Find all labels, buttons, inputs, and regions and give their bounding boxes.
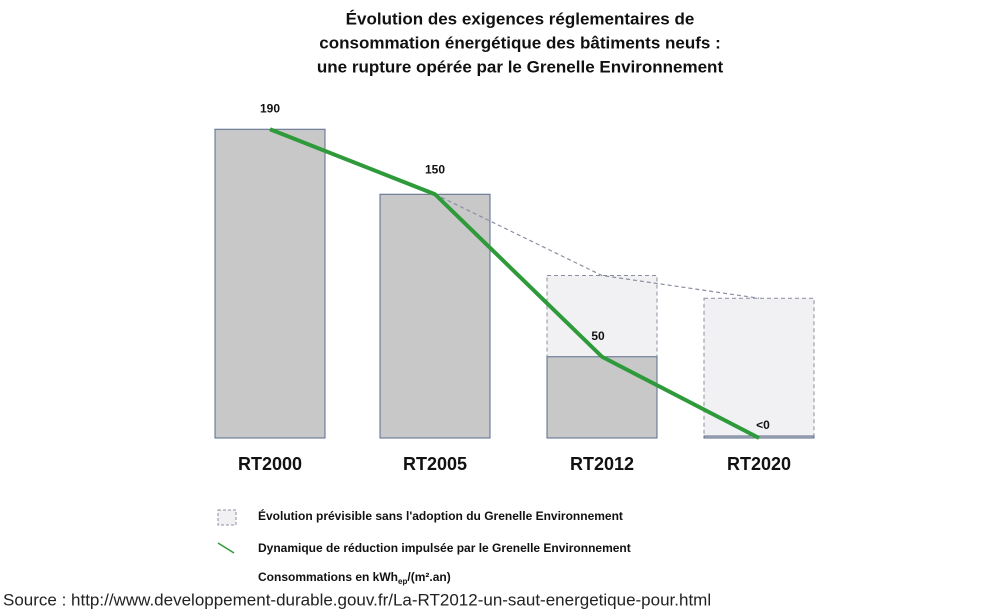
projection-line (434, 193, 760, 299)
x-tick-label: RT2012 (570, 454, 634, 474)
value-label: 50 (591, 329, 605, 343)
legend-swatch (217, 542, 235, 554)
legend-label: Dynamique de réduction impulsée par le G… (258, 541, 631, 555)
projected-box (703, 297, 815, 439)
bar (546, 356, 658, 439)
value-label: 150 (425, 162, 445, 176)
x-tick-label: RT2020 (727, 454, 791, 474)
legend-swatch (217, 509, 237, 526)
x-tick-label: RT2005 (403, 454, 467, 474)
bar (214, 128, 326, 439)
value-label: 190 (260, 101, 280, 115)
reduction-line (269, 127, 760, 440)
chart-title: Évolution des exigences réglementaires d… (346, 9, 695, 28)
legend-label: Évolution prévisible sans l'adoption du … (258, 508, 623, 523)
unit-subscript: ep (398, 577, 407, 586)
chart-title: consommation énergétique des bâtiments n… (319, 33, 720, 52)
chart-title: une rupture opérée par le Grenelle Envir… (317, 57, 724, 76)
unit-text: Consommations en kWh (258, 570, 398, 584)
unit-text: /(m².an) (407, 570, 450, 584)
unit-label: Consommations en kWhep/(m².an) (258, 570, 451, 586)
source: Source : http://www.developpement-durabl… (3, 590, 711, 609)
value-label: <0 (756, 418, 770, 432)
x-tick-label: RT2000 (238, 454, 302, 474)
